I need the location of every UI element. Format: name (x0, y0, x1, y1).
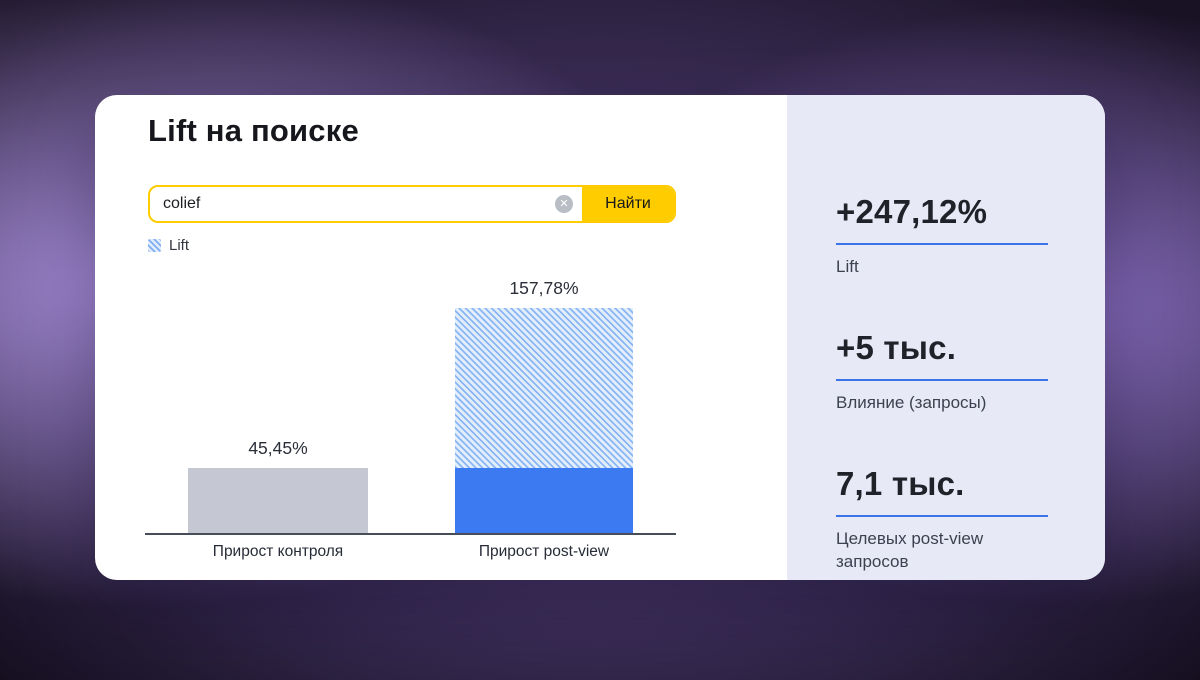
clear-icon[interactable]: ✕ (555, 195, 573, 213)
bar-group-postview: 157,78% (455, 278, 633, 533)
search-input-wrap: ✕ (150, 187, 582, 221)
stat-influence: +5 тыс. Влияние (запросы) (836, 329, 1048, 415)
bar-value-label-postview: 157,78% (509, 277, 579, 298)
x-axis-line (145, 533, 676, 535)
bar-postview-solid (455, 468, 633, 533)
bar-postview-hatched-segment (455, 307, 633, 469)
x-axis-ticks: Прирост контроля Прирост post-view (145, 543, 676, 567)
stat-lift-label: Lift (836, 257, 859, 276)
report-card: Lift на поиске ✕ Найти Lift 45,45% 157,7… (95, 95, 1105, 580)
search-bar: ✕ Найти (148, 185, 676, 223)
stat-postview-queries: 7,1 тыс. Целевых post-view запросов (836, 465, 1048, 574)
tick-label-control: Прирост контроля (212, 543, 344, 560)
stat-lift: +247,12% Lift (836, 193, 1048, 279)
bar-chart: 45,45% 157,78% (145, 278, 676, 535)
stats-panel: +247,12% Lift +5 тыс. Влияние (запросы) … (787, 95, 1105, 580)
bar-group-control: 45,45% (188, 438, 368, 533)
search-button[interactable]: Найти (582, 187, 674, 221)
legend-item-lift[interactable]: Lift (148, 237, 189, 254)
tick-label-postview: Прирост post-view (478, 543, 610, 560)
stat-postview-queries-value: 7,1 тыс. (836, 465, 1048, 517)
stat-influence-value: +5 тыс. (836, 329, 1048, 381)
stat-postview-queries-label: Целевых post-view запросов (836, 528, 984, 571)
search-input[interactable] (150, 187, 582, 221)
legend-label: Lift (169, 237, 190, 254)
bar-control (188, 468, 368, 533)
legend-swatch-hatch-icon (148, 239, 161, 252)
bar-postview (455, 307, 633, 533)
stat-influence-label: Влияние (запросы) (836, 392, 987, 412)
bar-value-label-control: 45,45% (248, 438, 308, 459)
page-title: Lift на поиске (148, 113, 359, 148)
stat-lift-value: +247,12% (836, 193, 1048, 245)
